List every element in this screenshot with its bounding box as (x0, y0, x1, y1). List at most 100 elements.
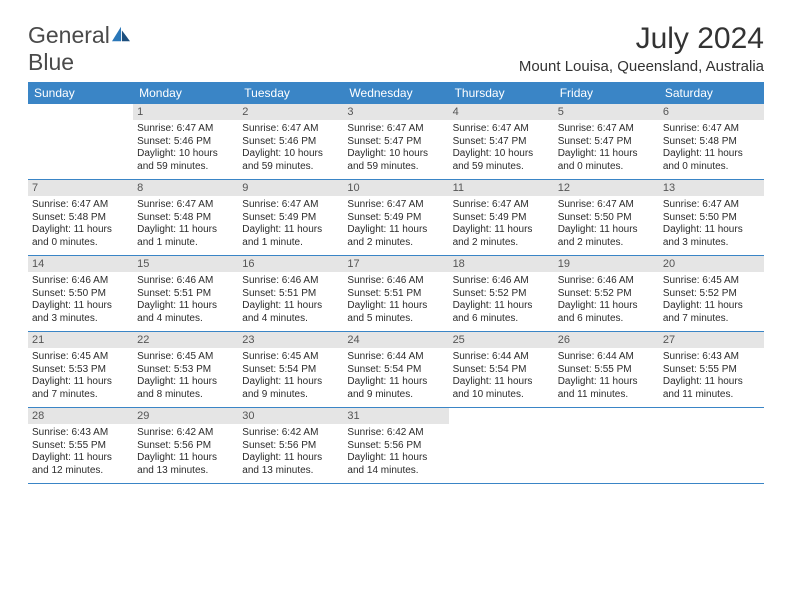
calendar-cell: 21Sunrise: 6:45 AMSunset: 5:53 PMDayligh… (28, 332, 133, 408)
daylight-line: Daylight: 11 hours and 5 minutes. (347, 300, 427, 324)
day-body: Sunrise: 6:42 AMSunset: 5:56 PMDaylight:… (343, 424, 448, 483)
calendar-cell: 31Sunrise: 6:42 AMSunset: 5:56 PMDayligh… (343, 408, 448, 484)
day-body: Sunrise: 6:44 AMSunset: 5:54 PMDaylight:… (449, 348, 554, 407)
calendar-cell: 5Sunrise: 6:47 AMSunset: 5:47 PMDaylight… (554, 104, 659, 180)
sunrise-line: Sunrise: 6:47 AM (242, 199, 318, 210)
day-number: 19 (554, 256, 659, 272)
day-body: Sunrise: 6:46 AMSunset: 5:51 PMDaylight:… (238, 272, 343, 331)
sunset-line: Sunset: 5:51 PM (242, 288, 316, 299)
sunset-line: Sunset: 5:54 PM (453, 364, 527, 375)
sunset-line: Sunset: 5:55 PM (558, 364, 632, 375)
day-body: Sunrise: 6:47 AMSunset: 5:48 PMDaylight:… (133, 196, 238, 255)
day-body: Sunrise: 6:45 AMSunset: 5:53 PMDaylight:… (133, 348, 238, 407)
daylight-line: Daylight: 10 hours and 59 minutes. (453, 148, 534, 172)
calendar-cell: 0 (449, 408, 554, 484)
sunrise-line: Sunrise: 6:45 AM (32, 351, 108, 362)
daylight-line: Daylight: 11 hours and 10 minutes. (453, 376, 533, 400)
calendar-cell: 20Sunrise: 6:45 AMSunset: 5:52 PMDayligh… (659, 256, 764, 332)
calendar-cell: 10Sunrise: 6:47 AMSunset: 5:49 PMDayligh… (343, 180, 448, 256)
sunrise-line: Sunrise: 6:47 AM (558, 199, 634, 210)
daylight-line: Daylight: 10 hours and 59 minutes. (137, 148, 218, 172)
sunrise-line: Sunrise: 6:47 AM (242, 123, 318, 134)
sunset-line: Sunset: 5:48 PM (32, 212, 106, 223)
day-number: 29 (133, 408, 238, 424)
daylight-line: Daylight: 11 hours and 12 minutes. (32, 452, 112, 476)
calendar-cell: 19Sunrise: 6:46 AMSunset: 5:52 PMDayligh… (554, 256, 659, 332)
sunset-line: Sunset: 5:51 PM (347, 288, 421, 299)
sunrise-line: Sunrise: 6:46 AM (137, 275, 213, 286)
calendar-cell: 22Sunrise: 6:45 AMSunset: 5:53 PMDayligh… (133, 332, 238, 408)
day-body: Sunrise: 6:47 AMSunset: 5:47 PMDaylight:… (449, 120, 554, 179)
weekday-header: Thursday (449, 82, 554, 104)
day-number: 18 (449, 256, 554, 272)
day-body: Sunrise: 6:47 AMSunset: 5:47 PMDaylight:… (554, 120, 659, 179)
daylight-line: Daylight: 11 hours and 3 minutes. (32, 300, 112, 324)
sunrise-line: Sunrise: 6:46 AM (453, 275, 529, 286)
day-body: Sunrise: 6:42 AMSunset: 5:56 PMDaylight:… (133, 424, 238, 483)
sunset-line: Sunset: 5:55 PM (663, 364, 737, 375)
sunrise-line: Sunrise: 6:46 AM (32, 275, 108, 286)
sunset-line: Sunset: 5:50 PM (558, 212, 632, 223)
weekday-header: Wednesday (343, 82, 448, 104)
daylight-line: Daylight: 11 hours and 14 minutes. (347, 452, 427, 476)
day-body: Sunrise: 6:46 AMSunset: 5:51 PMDaylight:… (343, 272, 448, 331)
day-number: 22 (133, 332, 238, 348)
calendar-cell: 2Sunrise: 6:47 AMSunset: 5:46 PMDaylight… (238, 104, 343, 180)
day-body: Sunrise: 6:43 AMSunset: 5:55 PMDaylight:… (28, 424, 133, 483)
day-number: 25 (449, 332, 554, 348)
sunrise-line: Sunrise: 6:47 AM (347, 123, 423, 134)
sunrise-line: Sunrise: 6:44 AM (558, 351, 634, 362)
sunset-line: Sunset: 5:50 PM (663, 212, 737, 223)
daylight-line: Daylight: 11 hours and 0 minutes. (32, 224, 112, 248)
weekday-header: Tuesday (238, 82, 343, 104)
daylight-line: Daylight: 11 hours and 6 minutes. (453, 300, 533, 324)
calendar-cell: 12Sunrise: 6:47 AMSunset: 5:50 PMDayligh… (554, 180, 659, 256)
day-body: Sunrise: 6:47 AMSunset: 5:49 PMDaylight:… (238, 196, 343, 255)
calendar-cell: 9Sunrise: 6:47 AMSunset: 5:49 PMDaylight… (238, 180, 343, 256)
day-number: 17 (343, 256, 448, 272)
day-body: Sunrise: 6:45 AMSunset: 5:54 PMDaylight:… (238, 348, 343, 407)
sunrise-line: Sunrise: 6:47 AM (137, 123, 213, 134)
day-body: Sunrise: 6:46 AMSunset: 5:52 PMDaylight:… (554, 272, 659, 331)
calendar-cell: 0 (28, 104, 133, 180)
logo-sail-icon (110, 25, 132, 43)
sunrise-line: Sunrise: 6:47 AM (663, 123, 739, 134)
sunset-line: Sunset: 5:51 PM (137, 288, 211, 299)
sunset-line: Sunset: 5:54 PM (242, 364, 316, 375)
daylight-line: Daylight: 11 hours and 11 minutes. (558, 376, 638, 400)
daylight-line: Daylight: 11 hours and 0 minutes. (663, 148, 743, 172)
calendar-row: 0 1Sunrise: 6:47 AMSunset: 5:46 PMDaylig… (28, 104, 764, 180)
daylight-line: Daylight: 11 hours and 7 minutes. (663, 300, 743, 324)
calendar-cell: 1 Sunrise: 6:47 AM Sunset: 5:46 PMDaylight… (133, 104, 238, 180)
sunrise-line: Sunrise: 6:45 AM (663, 275, 739, 286)
daylight-line: Daylight: 11 hours and 13 minutes. (242, 452, 322, 476)
calendar-row: 21Sunrise: 6:45 AMSunset: 5:53 PMDayligh… (28, 332, 764, 408)
day-body: Sunrise: 6:46 AMSunset: 5:51 PMDaylight:… (133, 272, 238, 331)
sunset-line: Sunset: 5:46 PM (137, 136, 211, 147)
sunrise-line: Sunrise: 6:47 AM (347, 199, 423, 210)
day-number: 8 (133, 180, 238, 196)
day-number: 9 (238, 180, 343, 196)
day-number: 30 (238, 408, 343, 424)
sunset-line: Sunset: 5:52 PM (453, 288, 527, 299)
day-number: 6 (659, 104, 764, 120)
sunset-line: Sunset: 5:52 PM (558, 288, 632, 299)
sunrise-line: Sunrise: 6:47 AM (453, 199, 529, 210)
day-number: 20 (659, 256, 764, 272)
daylight-line: Daylight: 11 hours and 2 minutes. (347, 224, 427, 248)
calendar-cell: 13Sunrise: 6:47 AMSunset: 5:50 PMDayligh… (659, 180, 764, 256)
sunrise-line: Sunrise: 6:47 AM (137, 199, 213, 210)
weekday-header: Friday (554, 82, 659, 104)
calendar-cell: 17Sunrise: 6:46 AMSunset: 5:51 PMDayligh… (343, 256, 448, 332)
sunset-line: Sunset: 5:48 PM (663, 136, 737, 147)
day-number: 1 (133, 104, 238, 120)
daylight-line: Daylight: 11 hours and 9 minutes. (347, 376, 427, 400)
daylight-line: Daylight: 11 hours and 3 minutes. (663, 224, 743, 248)
day-body: Sunrise: 6:43 AMSunset: 5:55 PMDaylight:… (659, 348, 764, 407)
weekday-header: Monday (133, 82, 238, 104)
sunrise-line: Sunrise: 6:47 AM (32, 199, 108, 210)
sunrise-line: Sunrise: 6:46 AM (558, 275, 634, 286)
sunrise-line: Sunrise: 6:44 AM (347, 351, 423, 362)
day-body: Sunrise: 6:47 AM Sunset: 5:48 PMDaylight:… (659, 120, 764, 179)
calendar-cell: 3Sunrise: 6:47 AMSunset: 5:47 PMDaylight… (343, 104, 448, 180)
